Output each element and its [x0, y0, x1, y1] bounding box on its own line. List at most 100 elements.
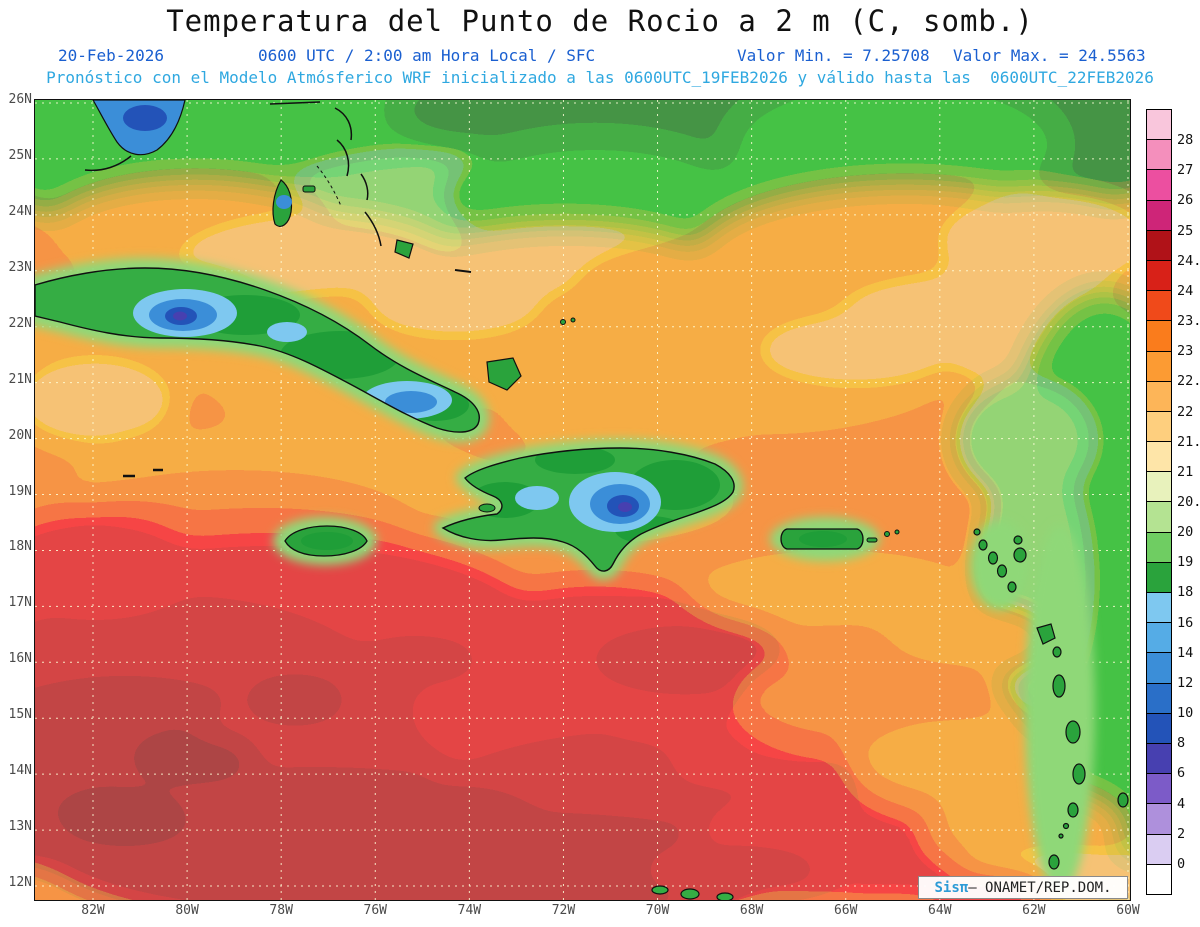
lat-tick-label: 17N	[8, 595, 32, 611]
colorbar-cell	[1147, 804, 1171, 835]
lesser-antilles-islands	[970, 520, 1129, 895]
lon-tick-label: 78W	[269, 903, 293, 918]
colorbar-cell	[1147, 442, 1171, 473]
map-plot-area	[34, 99, 1131, 901]
lon-tick-label: 80W	[175, 903, 199, 918]
colorbar-tick-label: 0	[1177, 855, 1186, 872]
lat-tick-label: 24N	[8, 203, 32, 219]
puerto-rico-island	[770, 517, 900, 561]
colorbar-tick-label: 24	[1177, 282, 1194, 299]
colorbar-tick-label: 19	[1177, 554, 1194, 571]
colorbar-tick-label: 23.5	[1177, 313, 1200, 330]
colorbar-cell	[1147, 230, 1171, 261]
map-canvas	[35, 100, 1130, 900]
florida-keys	[84, 155, 132, 172]
colorbar-tick-label: 18	[1177, 584, 1194, 601]
lon-tick-label: 64W	[928, 903, 952, 918]
lat-tick-label: 21N	[8, 371, 32, 387]
colorbar-cell	[1147, 502, 1171, 533]
colorbar-tick-label: 20	[1177, 524, 1194, 541]
colorbar-cell	[1147, 260, 1171, 292]
colorbar-tick-label: 6	[1177, 765, 1186, 782]
value-max: Valor Max. = 24.5563	[953, 46, 1146, 65]
colorbar-tick-label: 24.5	[1177, 252, 1200, 269]
forecast-date: 20-Feb-2026	[58, 46, 164, 65]
lon-tick-label: 82W	[81, 903, 105, 918]
colorbar-tick-label: 12	[1177, 674, 1194, 691]
great-inagua	[486, 357, 522, 391]
lon-tick-label: 74W	[457, 903, 482, 918]
colorbar-tick-label: 25	[1177, 222, 1194, 239]
colorbar-tick-label: 23	[1177, 343, 1194, 360]
colorbar-cell	[1147, 321, 1171, 352]
colorbar-tick-label: 10	[1177, 705, 1194, 722]
cuba-island	[35, 258, 490, 478]
jamaica-island	[273, 517, 377, 565]
abc-islands	[651, 885, 734, 900]
colorbar-cell	[1147, 623, 1171, 654]
hispaniola-island	[434, 439, 743, 580]
colorbar-tick-label: 27	[1177, 162, 1194, 179]
lat-tick-label: 12N	[8, 875, 32, 891]
lat-tick-label: 25N	[8, 147, 32, 163]
lat-tick-label: 20N	[8, 427, 32, 443]
value-min: Valor Min. = 7.25708	[737, 46, 930, 65]
colorbar-cell	[1147, 774, 1171, 805]
colorbar-cell	[1147, 562, 1171, 593]
colorbar-tick-label: 2	[1177, 825, 1186, 842]
lat-tick-label: 22N	[8, 315, 32, 331]
colorbar-cell	[1147, 532, 1171, 563]
colorbar-tick-label: 8	[1177, 735, 1186, 752]
colorbar-tick-label: 21	[1177, 463, 1194, 480]
colorbar-tick-label: 26	[1177, 192, 1194, 209]
colorbar-cell	[1147, 834, 1171, 865]
colorbar-tick-label: 28	[1177, 132, 1194, 149]
watermark: Sisπ – ONAMET/REP.DOM.	[918, 876, 1128, 899]
lon-tick-label: 70W	[645, 903, 670, 918]
colorbar-cell	[1147, 381, 1171, 412]
lon-tick-label: 66W	[833, 903, 858, 918]
colorbar-cell	[1147, 351, 1171, 382]
gonave-island	[478, 503, 496, 513]
watermark-text: – ONAMET/REP.DOM.	[968, 879, 1112, 896]
colorbar-cell	[1147, 200, 1171, 231]
bahamas-islands	[269, 101, 576, 391]
colorbar-cell	[1147, 653, 1171, 684]
colorbar-cell	[1147, 713, 1171, 744]
colorbar	[1146, 109, 1172, 895]
colorbar-tick-label: 16	[1177, 614, 1194, 631]
colorbar-tick-label: 4	[1177, 795, 1186, 812]
colorbar-tick-label: 14	[1177, 644, 1194, 661]
colorbar-cell	[1147, 472, 1171, 503]
lat-tick-label: 18N	[8, 539, 32, 555]
colorbar-cell	[1147, 110, 1171, 141]
lat-tick-label: 14N	[8, 763, 32, 779]
colorbar-cell	[1147, 593, 1171, 624]
model-init-line: Pronóstico con el Modelo Atmósferico WRF…	[46, 68, 1154, 87]
colorbar-cell	[1147, 170, 1171, 201]
colorbar-cell	[1147, 864, 1171, 894]
florida-peninsula	[84, 100, 186, 172]
lon-tick-label: 72W	[551, 903, 576, 918]
valid-time: 0600 UTC / 2:00 am Hora Local / SFC	[258, 46, 596, 65]
lon-tick-label: 60W	[1116, 903, 1140, 918]
colorbar-cell	[1147, 683, 1171, 714]
colorbar-cell	[1147, 291, 1171, 322]
watermark-brand: Sisπ	[934, 879, 969, 896]
lat-tick-label: 13N	[8, 819, 32, 835]
colorbar-cell	[1147, 743, 1171, 775]
lat-tick-label: 15N	[8, 707, 32, 723]
islands	[35, 100, 1129, 900]
lat-tick-label: 26N	[8, 92, 32, 107]
lon-tick-label: 76W	[363, 903, 388, 918]
colorbar-cell	[1147, 140, 1171, 171]
page-title: Temperatura del Punto de Rocio a 2 m (C,…	[166, 4, 1034, 38]
colorbar-tick-label: 22	[1177, 403, 1194, 420]
colorbar-tick-label: 21.5	[1177, 433, 1200, 450]
colorbar-tick-label: 20.5	[1177, 494, 1200, 510]
lat-tick-label: 19N	[8, 483, 32, 499]
lon-tick-label: 62W	[1022, 903, 1046, 918]
lat-tick-label: 23N	[8, 259, 32, 275]
colorbar-tick-label: 22.5	[1177, 373, 1200, 390]
